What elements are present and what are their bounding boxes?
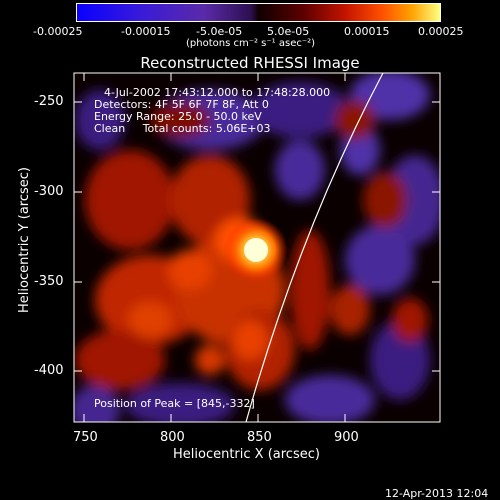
y-tick-label: -300: [34, 184, 64, 199]
footer-timestamp: 12-Apr-2013 12:04: [385, 487, 489, 500]
y-axis-label: Heliocentric Y (arcsec): [17, 167, 32, 313]
y-tick-label: -400: [34, 363, 64, 378]
peak-position-label: Position of Peak = [845,-332]: [94, 397, 255, 410]
x-tick-label: 850: [247, 430, 272, 445]
colorbar-tick-label: 0.00015: [344, 25, 390, 38]
x-axis-ticks: [83, 73, 346, 422]
colorbar-unit-label: (photons cm⁻² s⁻¹ asec⁻²): [186, 38, 316, 49]
x-tick-label: 800: [160, 430, 185, 445]
detectors-label: Detectors: 4F 5F 6F 7F 8F, Att 0: [94, 98, 269, 111]
energy-range-label: Energy Range: 25.0 - 50.0 keV: [94, 110, 262, 123]
clean-counts-label: Clean Total counts: 5.06E+03: [94, 122, 271, 135]
colorbar-tick-label: -0.00025: [33, 25, 83, 38]
time-range-label: 4-Jul-2002 17:43:12.000 to 17:48:28.000: [104, 86, 331, 99]
plot-title: Reconstructed RHESSI Image: [140, 54, 360, 72]
colorbar: [76, 3, 441, 22]
colorbar-tick-label: 0.00025: [418, 25, 464, 38]
colorbar-tick-label: 5.0e-05: [267, 25, 310, 38]
colorbar-tick-label: -5.0e-05: [196, 25, 243, 38]
colorbar-tick-label: -0.00015: [121, 25, 171, 38]
x-tick-label: 750: [73, 430, 98, 445]
solar-limb-line: [245, 73, 384, 422]
y-axis-label-wrap: Heliocentric Y (arcsec): [13, 90, 32, 330]
x-tick-label: 900: [334, 430, 359, 445]
rhessi-image: [74, 73, 440, 422]
x-axis-label: Heliocentric X (arcsec): [173, 447, 320, 462]
y-tick-label: -250: [34, 94, 64, 109]
y-axis-ticks: [74, 101, 440, 372]
y-tick-label: -350: [34, 274, 64, 289]
